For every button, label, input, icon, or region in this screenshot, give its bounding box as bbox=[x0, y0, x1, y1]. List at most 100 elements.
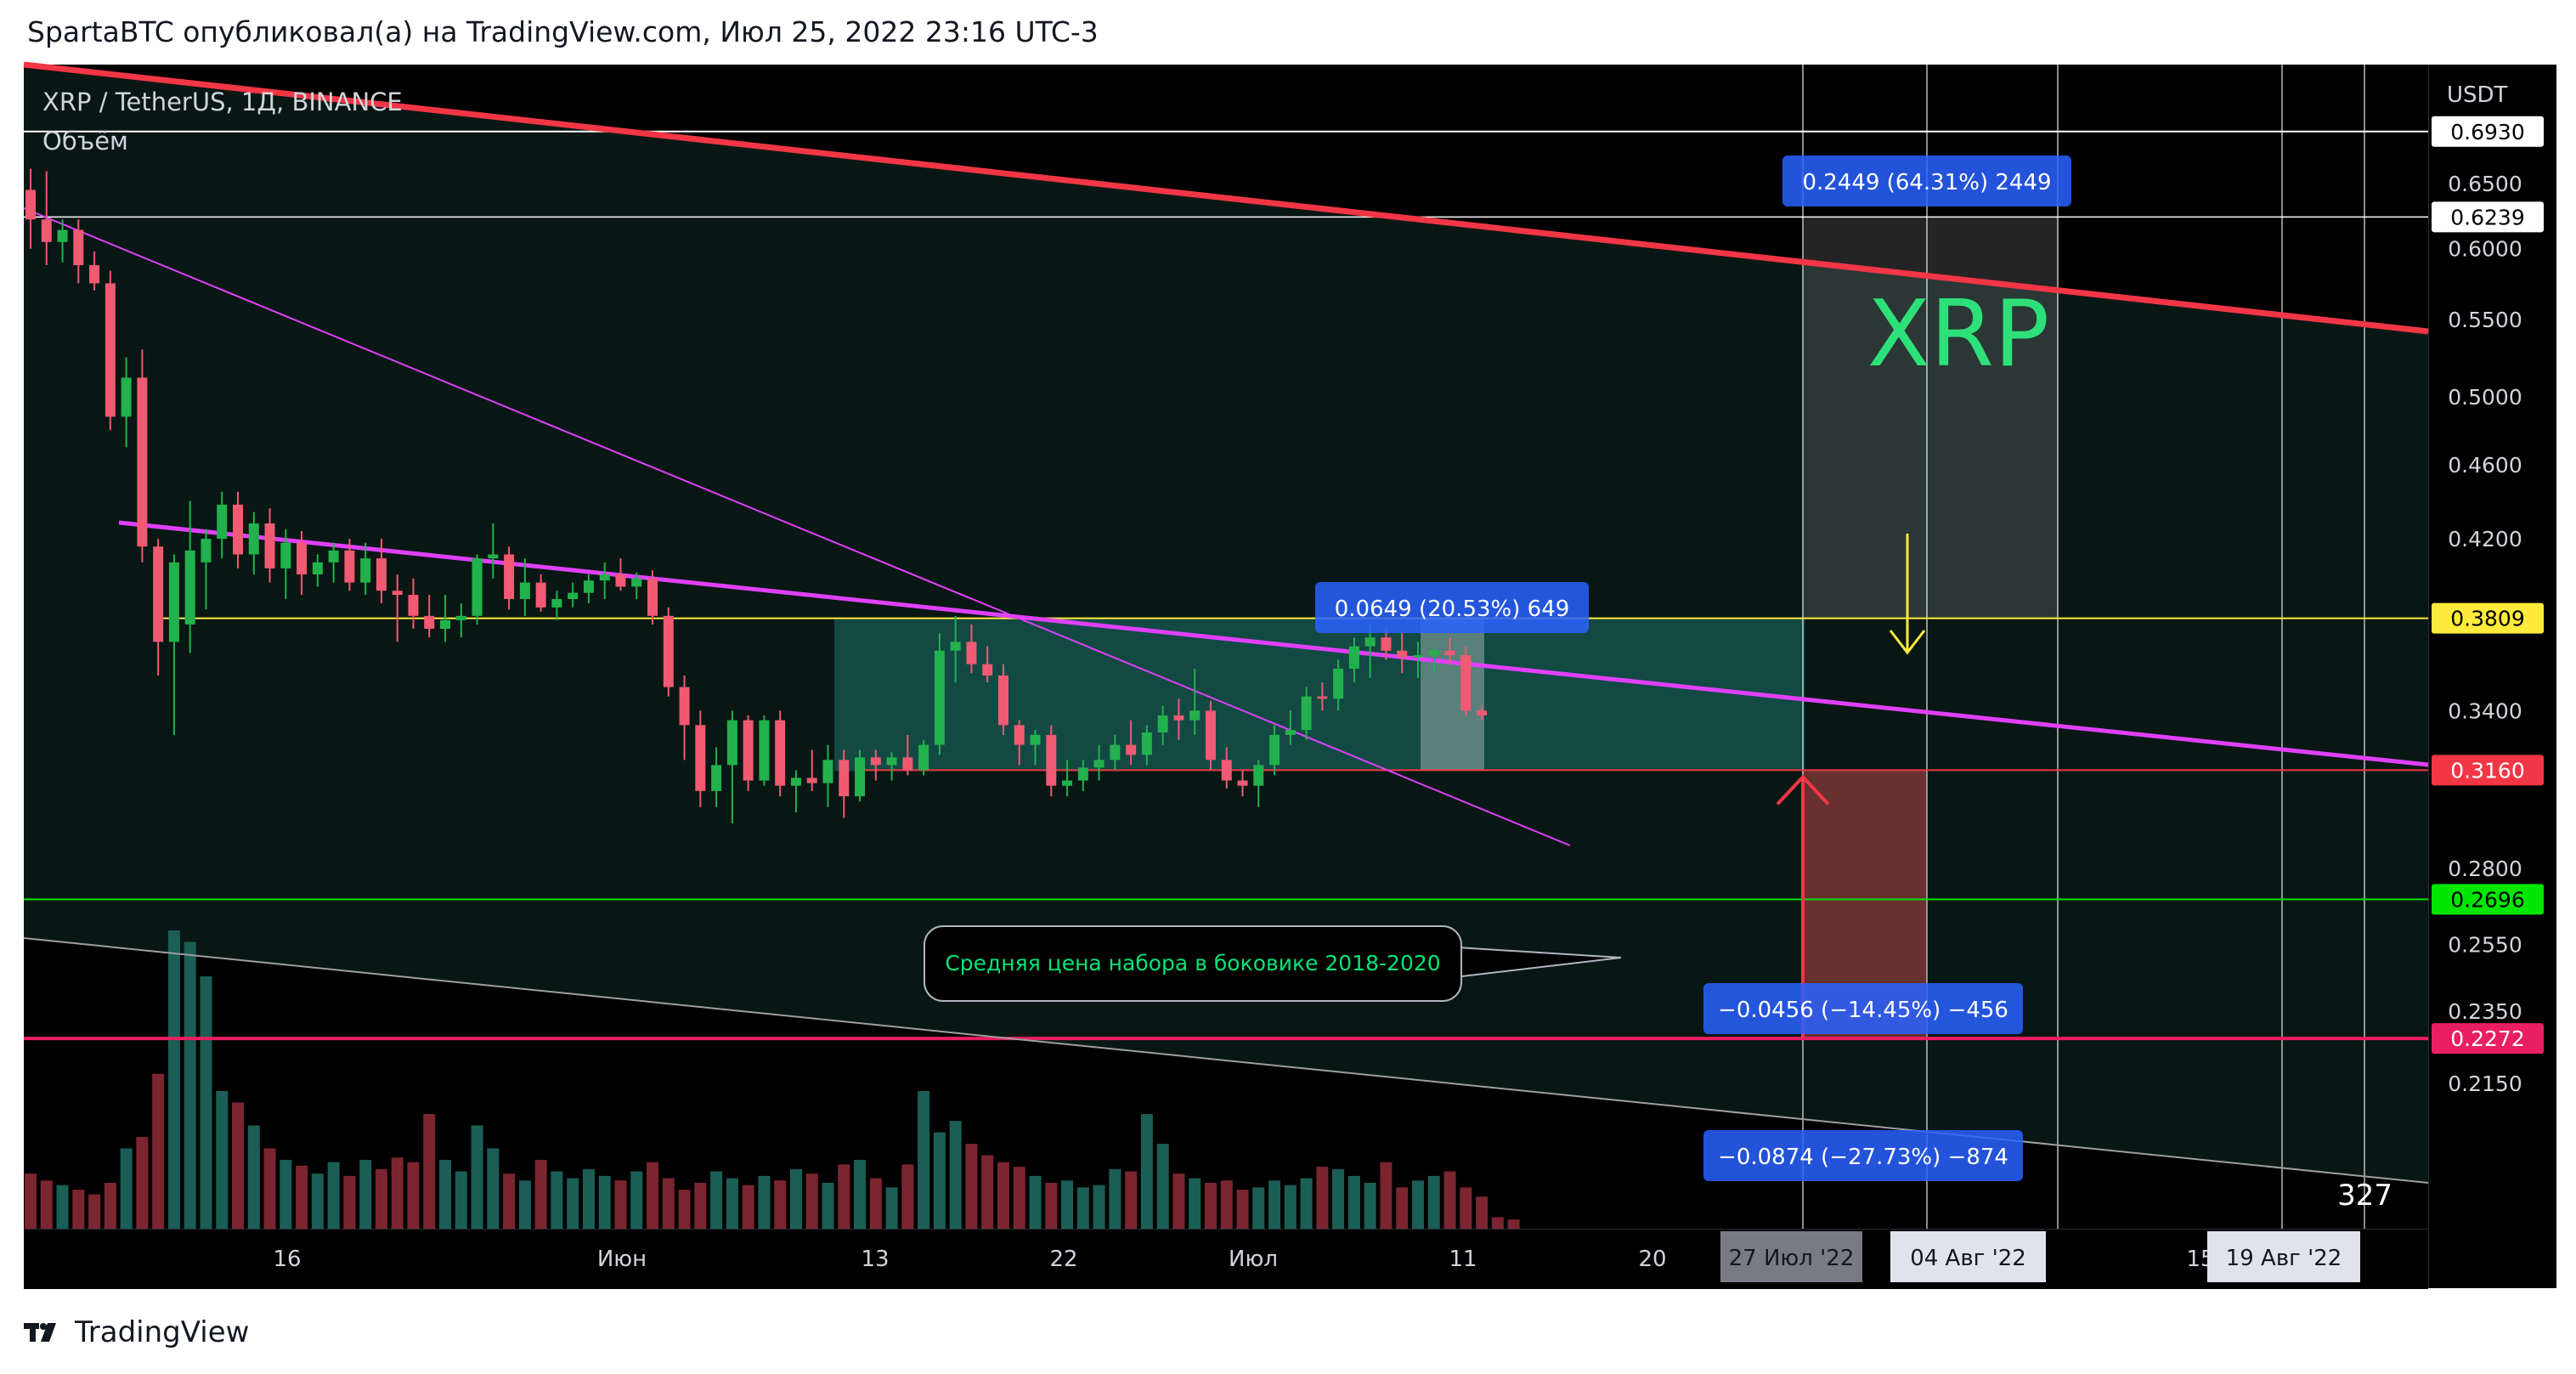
volume-bar bbox=[567, 1178, 579, 1229]
candle-body bbox=[424, 615, 435, 629]
volume-bar bbox=[343, 1175, 356, 1229]
volume-bar bbox=[263, 1148, 276, 1229]
volume-bar bbox=[120, 1148, 133, 1229]
footer: TradingView bbox=[24, 1315, 249, 1349]
price-badge-label: 0.3809 bbox=[2450, 607, 2524, 631]
volume-bar bbox=[1300, 1178, 1313, 1229]
price-badge-label: 0.2696 bbox=[2450, 887, 2524, 912]
volume-bar bbox=[678, 1190, 691, 1229]
volume-bar bbox=[1347, 1175, 1360, 1229]
candle-body bbox=[679, 687, 690, 726]
candle-body bbox=[1205, 710, 1216, 761]
candle-body bbox=[217, 504, 228, 540]
time-tick-label: 11 bbox=[1449, 1247, 1477, 1272]
volume-bar bbox=[1443, 1171, 1456, 1229]
time-badge-bg bbox=[1720, 1231, 1862, 1282]
candle-body bbox=[168, 562, 179, 642]
volume-bar bbox=[1045, 1183, 1058, 1229]
price-tick-label: 0.4600 bbox=[2448, 453, 2522, 478]
price-scale[interactable] bbox=[2428, 65, 2556, 1288]
candle-body bbox=[663, 615, 674, 687]
candle-body bbox=[440, 619, 451, 629]
candle-body bbox=[1157, 715, 1168, 732]
measure-box-mid bbox=[1421, 618, 1484, 771]
volume-bar bbox=[104, 1183, 116, 1229]
volume-bar bbox=[981, 1155, 994, 1229]
candle-body bbox=[775, 720, 786, 786]
price-tick-label: 0.5500 bbox=[2448, 308, 2522, 332]
volume-bar bbox=[1491, 1217, 1504, 1229]
volume-bar bbox=[391, 1157, 404, 1229]
price-tick-label: 0.6500 bbox=[2448, 172, 2522, 196]
price-tick-label: 0.2550 bbox=[2448, 933, 2522, 958]
volume-bar bbox=[407, 1162, 420, 1229]
volume-bar bbox=[1252, 1187, 1265, 1229]
range-box bbox=[834, 617, 1805, 772]
candle-body bbox=[982, 664, 993, 676]
price-badge-bg bbox=[2432, 201, 2544, 233]
xrp-watermark: XRP bbox=[1867, 281, 2049, 387]
volume-bar bbox=[1061, 1180, 1074, 1229]
volume-bar bbox=[1220, 1180, 1233, 1229]
candle-body bbox=[201, 539, 212, 563]
volume-bar bbox=[647, 1162, 659, 1229]
candle-body bbox=[1364, 637, 1376, 647]
volume-bar bbox=[774, 1180, 787, 1229]
candle-body bbox=[1014, 725, 1025, 745]
time-badge-label: 04 Авг '22 bbox=[1910, 1246, 2026, 1271]
candle-body bbox=[966, 642, 977, 664]
volume-bar bbox=[1156, 1144, 1169, 1229]
volume-bar bbox=[1284, 1185, 1296, 1229]
volume-bar bbox=[375, 1168, 387, 1229]
candle-body bbox=[1110, 744, 1121, 761]
candle-body bbox=[839, 760, 850, 797]
volume-bar bbox=[25, 1173, 37, 1229]
volume-bar bbox=[1204, 1183, 1217, 1229]
candle-body bbox=[105, 283, 116, 417]
time-tick-label: 16 bbox=[273, 1247, 301, 1272]
channel-bottom-line bbox=[23, 937, 2429, 1184]
symbol-line: XRP / TetherUS, 1Д, BINANCE bbox=[42, 88, 403, 116]
candle-body bbox=[312, 562, 323, 574]
volume-label: Объём bbox=[42, 127, 128, 155]
candle-body bbox=[233, 504, 244, 555]
volume-bar bbox=[630, 1171, 643, 1229]
volume-bar bbox=[1140, 1114, 1153, 1229]
candle-body bbox=[902, 757, 913, 771]
candle-body bbox=[1317, 696, 1328, 699]
volume-bar bbox=[726, 1178, 738, 1229]
volume-bar bbox=[518, 1180, 531, 1229]
candle-body bbox=[1269, 734, 1280, 766]
candle-body bbox=[1444, 650, 1455, 656]
currency-label: USDT bbox=[2447, 82, 2508, 108]
time-badge-label: 27 Июл '22 bbox=[1729, 1246, 1855, 1271]
candle-body bbox=[408, 595, 419, 616]
measure-label-top: 0.2449 (64.31%) 2449 bbox=[1802, 170, 2051, 195]
time-tick-label: Июн bbox=[597, 1247, 647, 1272]
candle-body bbox=[1189, 710, 1200, 721]
price-tick-label: 0.4200 bbox=[2448, 527, 2522, 551]
candle-body bbox=[1253, 765, 1264, 786]
volume-bar bbox=[838, 1164, 850, 1229]
price-badge-label: 0.6930 bbox=[2450, 120, 2524, 144]
volume-bar bbox=[758, 1175, 771, 1229]
candle-body bbox=[535, 582, 546, 608]
volume-bar bbox=[152, 1073, 165, 1229]
volume-bar bbox=[869, 1178, 882, 1229]
candle-body bbox=[153, 546, 164, 642]
volume-bar bbox=[184, 941, 196, 1229]
volume-bar bbox=[455, 1171, 467, 1229]
price-badge-bg bbox=[2432, 602, 2544, 634]
footer-brand: TradingView bbox=[75, 1315, 250, 1349]
candle-body bbox=[57, 229, 68, 242]
channel-fill bbox=[24, 68, 2428, 1183]
candle-body bbox=[1428, 650, 1439, 656]
time-tick-label: 13 bbox=[861, 1247, 889, 1272]
note-callout-text: Средняя цена набора в боковике 2018-2020 bbox=[945, 951, 1440, 975]
volume-bar bbox=[534, 1160, 547, 1229]
candle-body bbox=[997, 675, 1008, 726]
volume-bar bbox=[1427, 1175, 1440, 1229]
volume-bar bbox=[710, 1171, 723, 1229]
volume-bar bbox=[471, 1125, 483, 1229]
